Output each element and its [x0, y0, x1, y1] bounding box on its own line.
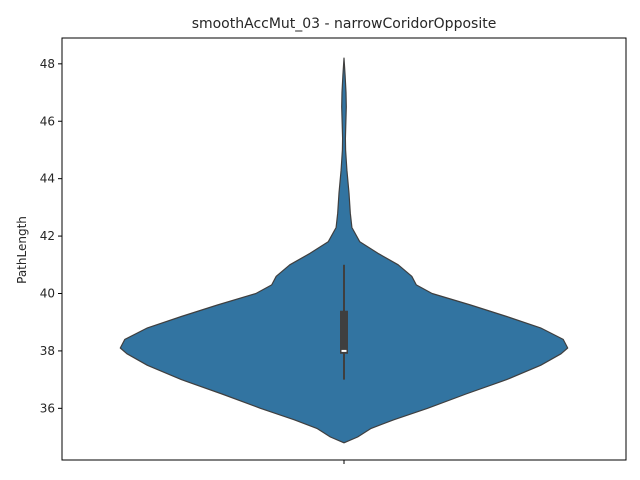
y-tick-label: 42 [40, 229, 55, 243]
y-tick-label: 48 [40, 57, 55, 71]
iqr-box [340, 310, 348, 354]
chart-title: smoothAccMut_03 - narrowCoridorOpposite [192, 16, 497, 32]
y-tick-label: 38 [40, 344, 55, 358]
y-tick-label: 46 [40, 114, 55, 128]
y-axis-label: PathLength [15, 216, 29, 284]
y-tick-label: 44 [40, 172, 55, 186]
plot-area: 36 38 40 42 44 46 48 [40, 37, 627, 464]
y-tick-label: 40 [40, 286, 55, 300]
violin-body [119, 57, 569, 444]
y-tick-label: 36 [40, 401, 55, 415]
